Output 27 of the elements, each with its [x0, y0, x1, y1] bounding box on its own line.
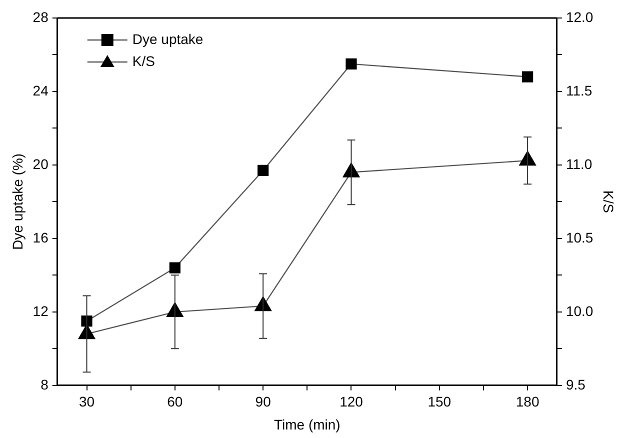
- legend-label: Dye uptake: [132, 30, 204, 47]
- y2-tick-label: 9.5: [566, 376, 586, 392]
- y2-tick-label: 10.5: [566, 229, 594, 246]
- y2-axis-title: K/S: [600, 190, 617, 213]
- y2-tick-label: 11.0: [566, 156, 592, 172]
- x-tick-label: 90: [255, 394, 272, 410]
- y-axis-title: Dye uptake (%): [9, 153, 26, 250]
- x-tick-label: 150: [428, 394, 452, 410]
- x-tick-label: 120: [340, 394, 364, 410]
- point: [169, 262, 180, 274]
- x-axis-title: Time (min): [274, 416, 340, 432]
- y2-tick-label: 10.0: [566, 302, 594, 319]
- y-tick-label: 8: [40, 376, 49, 392]
- y2-tick-label: 11.5: [566, 82, 592, 98]
- point: [522, 71, 534, 82]
- y-tick-label: 28: [32, 8, 49, 25]
- x-tick-label: 180: [516, 394, 540, 410]
- y-tick-label: 24: [32, 82, 49, 98]
- point: [258, 164, 269, 176]
- y-tick-label: 20: [32, 156, 49, 172]
- legend-label: K/S: [132, 52, 155, 69]
- y-tick-label: 12: [32, 302, 49, 319]
- y-tick-label: 16: [32, 229, 49, 246]
- y2-tick-label: 12.0: [566, 8, 594, 25]
- x-tick-label: 30: [78, 394, 95, 410]
- point: [346, 58, 357, 70]
- x-tick-label: 60: [167, 394, 183, 410]
